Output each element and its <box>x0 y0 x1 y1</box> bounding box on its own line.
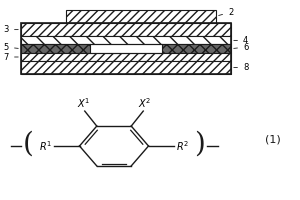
Text: $X^1$: $X^1$ <box>76 96 90 110</box>
Text: $R^1$: $R^1$ <box>39 139 52 153</box>
Text: 8: 8 <box>234 63 248 72</box>
Bar <box>21 61 231 74</box>
Bar <box>21 23 231 36</box>
Text: ): ) <box>194 130 205 158</box>
Bar <box>21 44 90 53</box>
Text: 7: 7 <box>4 52 18 62</box>
Text: $X^2$: $X^2$ <box>138 96 152 110</box>
Text: 2: 2 <box>219 8 233 17</box>
Text: 5: 5 <box>4 43 18 52</box>
Bar <box>162 44 231 53</box>
Text: 3: 3 <box>4 25 18 34</box>
Text: (1): (1) <box>265 135 281 145</box>
Bar <box>21 53 231 61</box>
Text: 4: 4 <box>234 36 248 45</box>
Text: (: ( <box>23 130 34 158</box>
Bar <box>21 36 231 44</box>
Text: 6: 6 <box>234 43 248 52</box>
Bar <box>21 23 231 74</box>
Text: $R^2$: $R^2$ <box>176 139 189 153</box>
Bar <box>66 10 216 23</box>
